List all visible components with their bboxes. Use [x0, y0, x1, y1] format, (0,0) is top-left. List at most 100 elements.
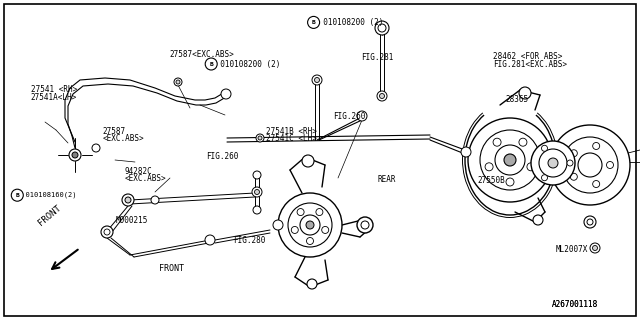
Circle shape	[307, 237, 314, 244]
Circle shape	[480, 130, 540, 190]
Circle shape	[533, 215, 543, 225]
Text: B: B	[312, 20, 316, 25]
Text: ML2007X: ML2007X	[556, 245, 588, 254]
Circle shape	[493, 138, 501, 146]
Text: M000215: M000215	[115, 216, 148, 225]
Circle shape	[256, 134, 264, 142]
Circle shape	[92, 144, 100, 152]
Circle shape	[377, 91, 387, 101]
Text: 27541A<LH>: 27541A<LH>	[31, 93, 77, 102]
Circle shape	[587, 219, 593, 225]
Circle shape	[584, 216, 596, 228]
Text: FIG.281: FIG.281	[362, 53, 394, 62]
Text: <EXC.ABS>: <EXC.ABS>	[102, 134, 144, 143]
Circle shape	[519, 138, 527, 146]
Text: FRONT: FRONT	[36, 203, 63, 228]
Text: 94282C: 94282C	[125, 167, 152, 176]
Circle shape	[258, 136, 262, 140]
Circle shape	[548, 158, 558, 168]
Circle shape	[357, 111, 367, 121]
Circle shape	[485, 163, 493, 171]
Circle shape	[519, 87, 531, 99]
Circle shape	[302, 155, 314, 167]
Text: A267001118: A267001118	[552, 300, 598, 309]
Circle shape	[607, 162, 614, 169]
Text: FIG.281<EXC.ABS>: FIG.281<EXC.ABS>	[493, 60, 567, 68]
Text: 27541 <RH>: 27541 <RH>	[31, 85, 77, 94]
Circle shape	[174, 78, 182, 86]
Circle shape	[593, 142, 600, 149]
Text: B: B	[209, 61, 213, 67]
Text: B: B	[15, 193, 19, 198]
Circle shape	[314, 77, 319, 83]
Circle shape	[590, 243, 600, 253]
Text: B 010108160(2): B 010108160(2)	[17, 192, 77, 198]
Text: 27587: 27587	[102, 127, 125, 136]
Circle shape	[307, 279, 317, 289]
Circle shape	[288, 203, 332, 247]
Text: FIG.260: FIG.260	[206, 152, 239, 161]
Circle shape	[253, 171, 261, 179]
Circle shape	[176, 80, 180, 84]
Circle shape	[122, 194, 134, 206]
Text: FRONT: FRONT	[159, 264, 184, 273]
Circle shape	[570, 150, 577, 157]
Circle shape	[300, 215, 320, 235]
Circle shape	[312, 75, 322, 85]
Circle shape	[562, 137, 618, 193]
Text: 27550B: 27550B	[477, 176, 505, 185]
Circle shape	[539, 149, 567, 177]
Circle shape	[253, 206, 261, 214]
Circle shape	[101, 226, 113, 238]
Text: 27587<EXC.ABS>: 27587<EXC.ABS>	[170, 50, 234, 59]
Circle shape	[221, 89, 231, 99]
Circle shape	[504, 154, 516, 166]
Circle shape	[297, 209, 304, 216]
Text: <EXC.ABS>: <EXC.ABS>	[125, 174, 166, 183]
Text: B 010108200 (2): B 010108200 (2)	[314, 18, 383, 27]
Circle shape	[308, 16, 319, 28]
Text: 27541C <LH>: 27541C <LH>	[266, 134, 316, 143]
Text: A267001118: A267001118	[552, 300, 598, 309]
Circle shape	[461, 147, 471, 157]
Circle shape	[378, 24, 386, 32]
Text: FIG.280: FIG.280	[234, 236, 266, 245]
Circle shape	[252, 187, 262, 197]
Circle shape	[291, 227, 298, 234]
Circle shape	[72, 152, 78, 158]
Circle shape	[593, 245, 598, 251]
Circle shape	[506, 178, 514, 186]
Circle shape	[104, 229, 110, 235]
Circle shape	[278, 193, 342, 257]
Text: 28365: 28365	[506, 95, 529, 104]
Circle shape	[550, 125, 630, 205]
Text: REAR: REAR	[378, 175, 396, 184]
Circle shape	[361, 221, 369, 229]
Circle shape	[541, 175, 547, 181]
Circle shape	[205, 58, 217, 70]
Circle shape	[151, 196, 159, 204]
Circle shape	[316, 209, 323, 216]
Circle shape	[12, 189, 23, 201]
Circle shape	[541, 145, 547, 151]
Circle shape	[567, 160, 573, 166]
Circle shape	[570, 173, 577, 180]
Circle shape	[273, 220, 283, 230]
Text: 27541B <RH>: 27541B <RH>	[266, 127, 316, 136]
Circle shape	[357, 217, 373, 233]
Circle shape	[380, 93, 385, 99]
Text: B 010108200 (2): B 010108200 (2)	[211, 60, 280, 68]
Circle shape	[255, 189, 259, 195]
Circle shape	[205, 235, 215, 245]
Circle shape	[69, 149, 81, 161]
Circle shape	[306, 221, 314, 229]
Text: FIG.260: FIG.260	[333, 112, 365, 121]
Text: 28462 <FOR ABS>: 28462 <FOR ABS>	[493, 52, 562, 60]
Circle shape	[527, 163, 535, 171]
Circle shape	[322, 227, 329, 234]
Circle shape	[578, 153, 602, 177]
Circle shape	[531, 141, 575, 185]
Circle shape	[593, 180, 600, 188]
Circle shape	[375, 21, 389, 35]
Circle shape	[468, 118, 552, 202]
